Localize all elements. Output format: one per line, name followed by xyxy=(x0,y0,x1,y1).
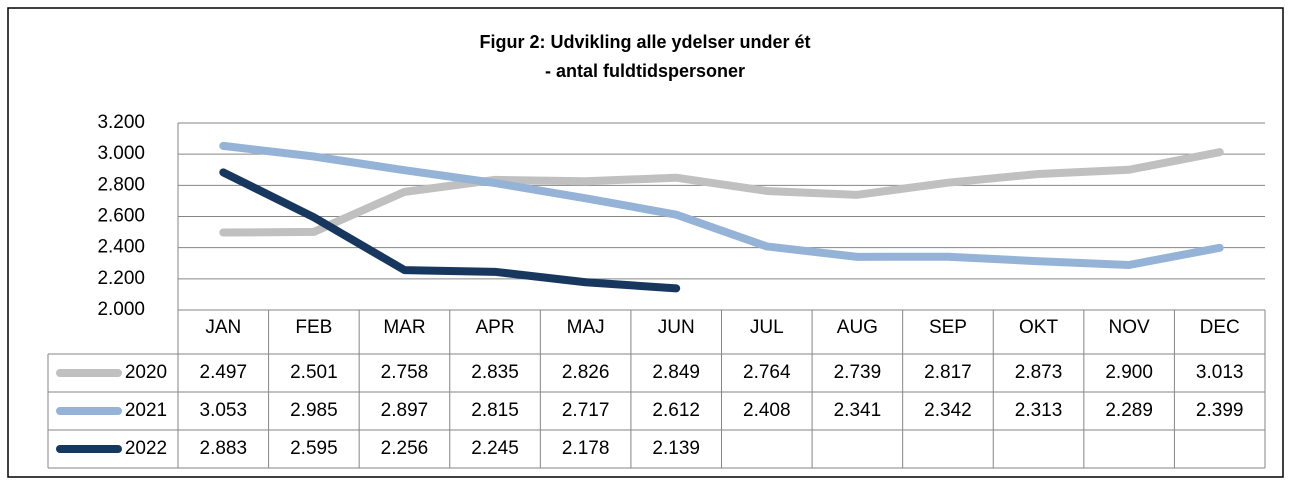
table-value: 2.758 xyxy=(381,362,429,383)
table-value: 2.341 xyxy=(834,400,882,421)
table-value: 2.717 xyxy=(562,400,610,421)
y-tick-label: 2.200 xyxy=(97,268,145,289)
table-value: 2.817 xyxy=(924,362,972,383)
y-tick-label: 3.000 xyxy=(97,143,145,164)
chart-subtitle: - antal fuldtidspersoner xyxy=(545,61,745,81)
x-tick-label: MAJ xyxy=(567,317,605,338)
table-value: 2.342 xyxy=(924,400,972,421)
table-value: 2.873 xyxy=(1015,362,1063,383)
table-value: 2.764 xyxy=(743,362,791,383)
y-tick-label: 2.800 xyxy=(97,174,145,195)
y-tick-label: 2.600 xyxy=(97,206,145,227)
x-tick-label: MAR xyxy=(383,317,425,338)
table-value: 2.178 xyxy=(562,438,610,459)
legend-label: 2022 xyxy=(125,438,167,459)
table-value: 3.013 xyxy=(1196,362,1244,383)
table-value: 2.139 xyxy=(652,438,700,459)
y-tick-label: 2.000 xyxy=(97,299,145,320)
chart-border xyxy=(7,7,1284,478)
x-tick-label: NOV xyxy=(1109,317,1151,338)
x-tick-label: FEB xyxy=(295,317,332,338)
table-value: 2.883 xyxy=(200,438,248,459)
table-value: 3.053 xyxy=(200,400,248,421)
table-value: 2.408 xyxy=(743,400,791,421)
y-tick-label: 3.200 xyxy=(97,112,145,133)
y-tick-label: 2.400 xyxy=(97,237,145,258)
table-value: 2.897 xyxy=(381,400,429,421)
table-value: 2.849 xyxy=(652,362,700,383)
table-value: 2.501 xyxy=(290,362,338,383)
table-value: 2.256 xyxy=(381,438,429,459)
table-value: 2.826 xyxy=(562,362,610,383)
table-value: 2.289 xyxy=(1105,400,1153,421)
table-value: 2.497 xyxy=(200,362,248,383)
table-value: 2.815 xyxy=(471,400,519,421)
table-value: 2.835 xyxy=(471,362,519,383)
table-value: 2.612 xyxy=(652,400,700,421)
x-tick-label: AUG xyxy=(837,317,878,338)
x-tick-label: JUN xyxy=(658,317,695,338)
series-line xyxy=(219,148,1224,237)
table-value: 2.245 xyxy=(471,438,519,459)
x-tick-label: DEC xyxy=(1200,317,1240,338)
x-tick-label: OKT xyxy=(1019,317,1058,338)
table-value: 2.900 xyxy=(1105,362,1153,383)
legend-label: 2021 xyxy=(125,400,167,421)
x-tick-label: JUL xyxy=(750,317,784,338)
x-tick-label: APR xyxy=(476,317,515,338)
table-value: 2.595 xyxy=(290,438,338,459)
x-tick-label: SEP xyxy=(929,317,967,338)
series-line xyxy=(219,141,1224,269)
legend-label: 2020 xyxy=(125,362,167,383)
table-value: 2.985 xyxy=(290,400,338,421)
table-value: 2.399 xyxy=(1196,400,1244,421)
x-tick-label: JAN xyxy=(205,317,241,338)
table-value: 2.739 xyxy=(834,362,882,383)
chart-title: Figur 2: Udvikling alle ydelser under ét xyxy=(479,32,810,52)
series-line xyxy=(219,168,681,293)
table-value: 2.313 xyxy=(1015,400,1063,421)
